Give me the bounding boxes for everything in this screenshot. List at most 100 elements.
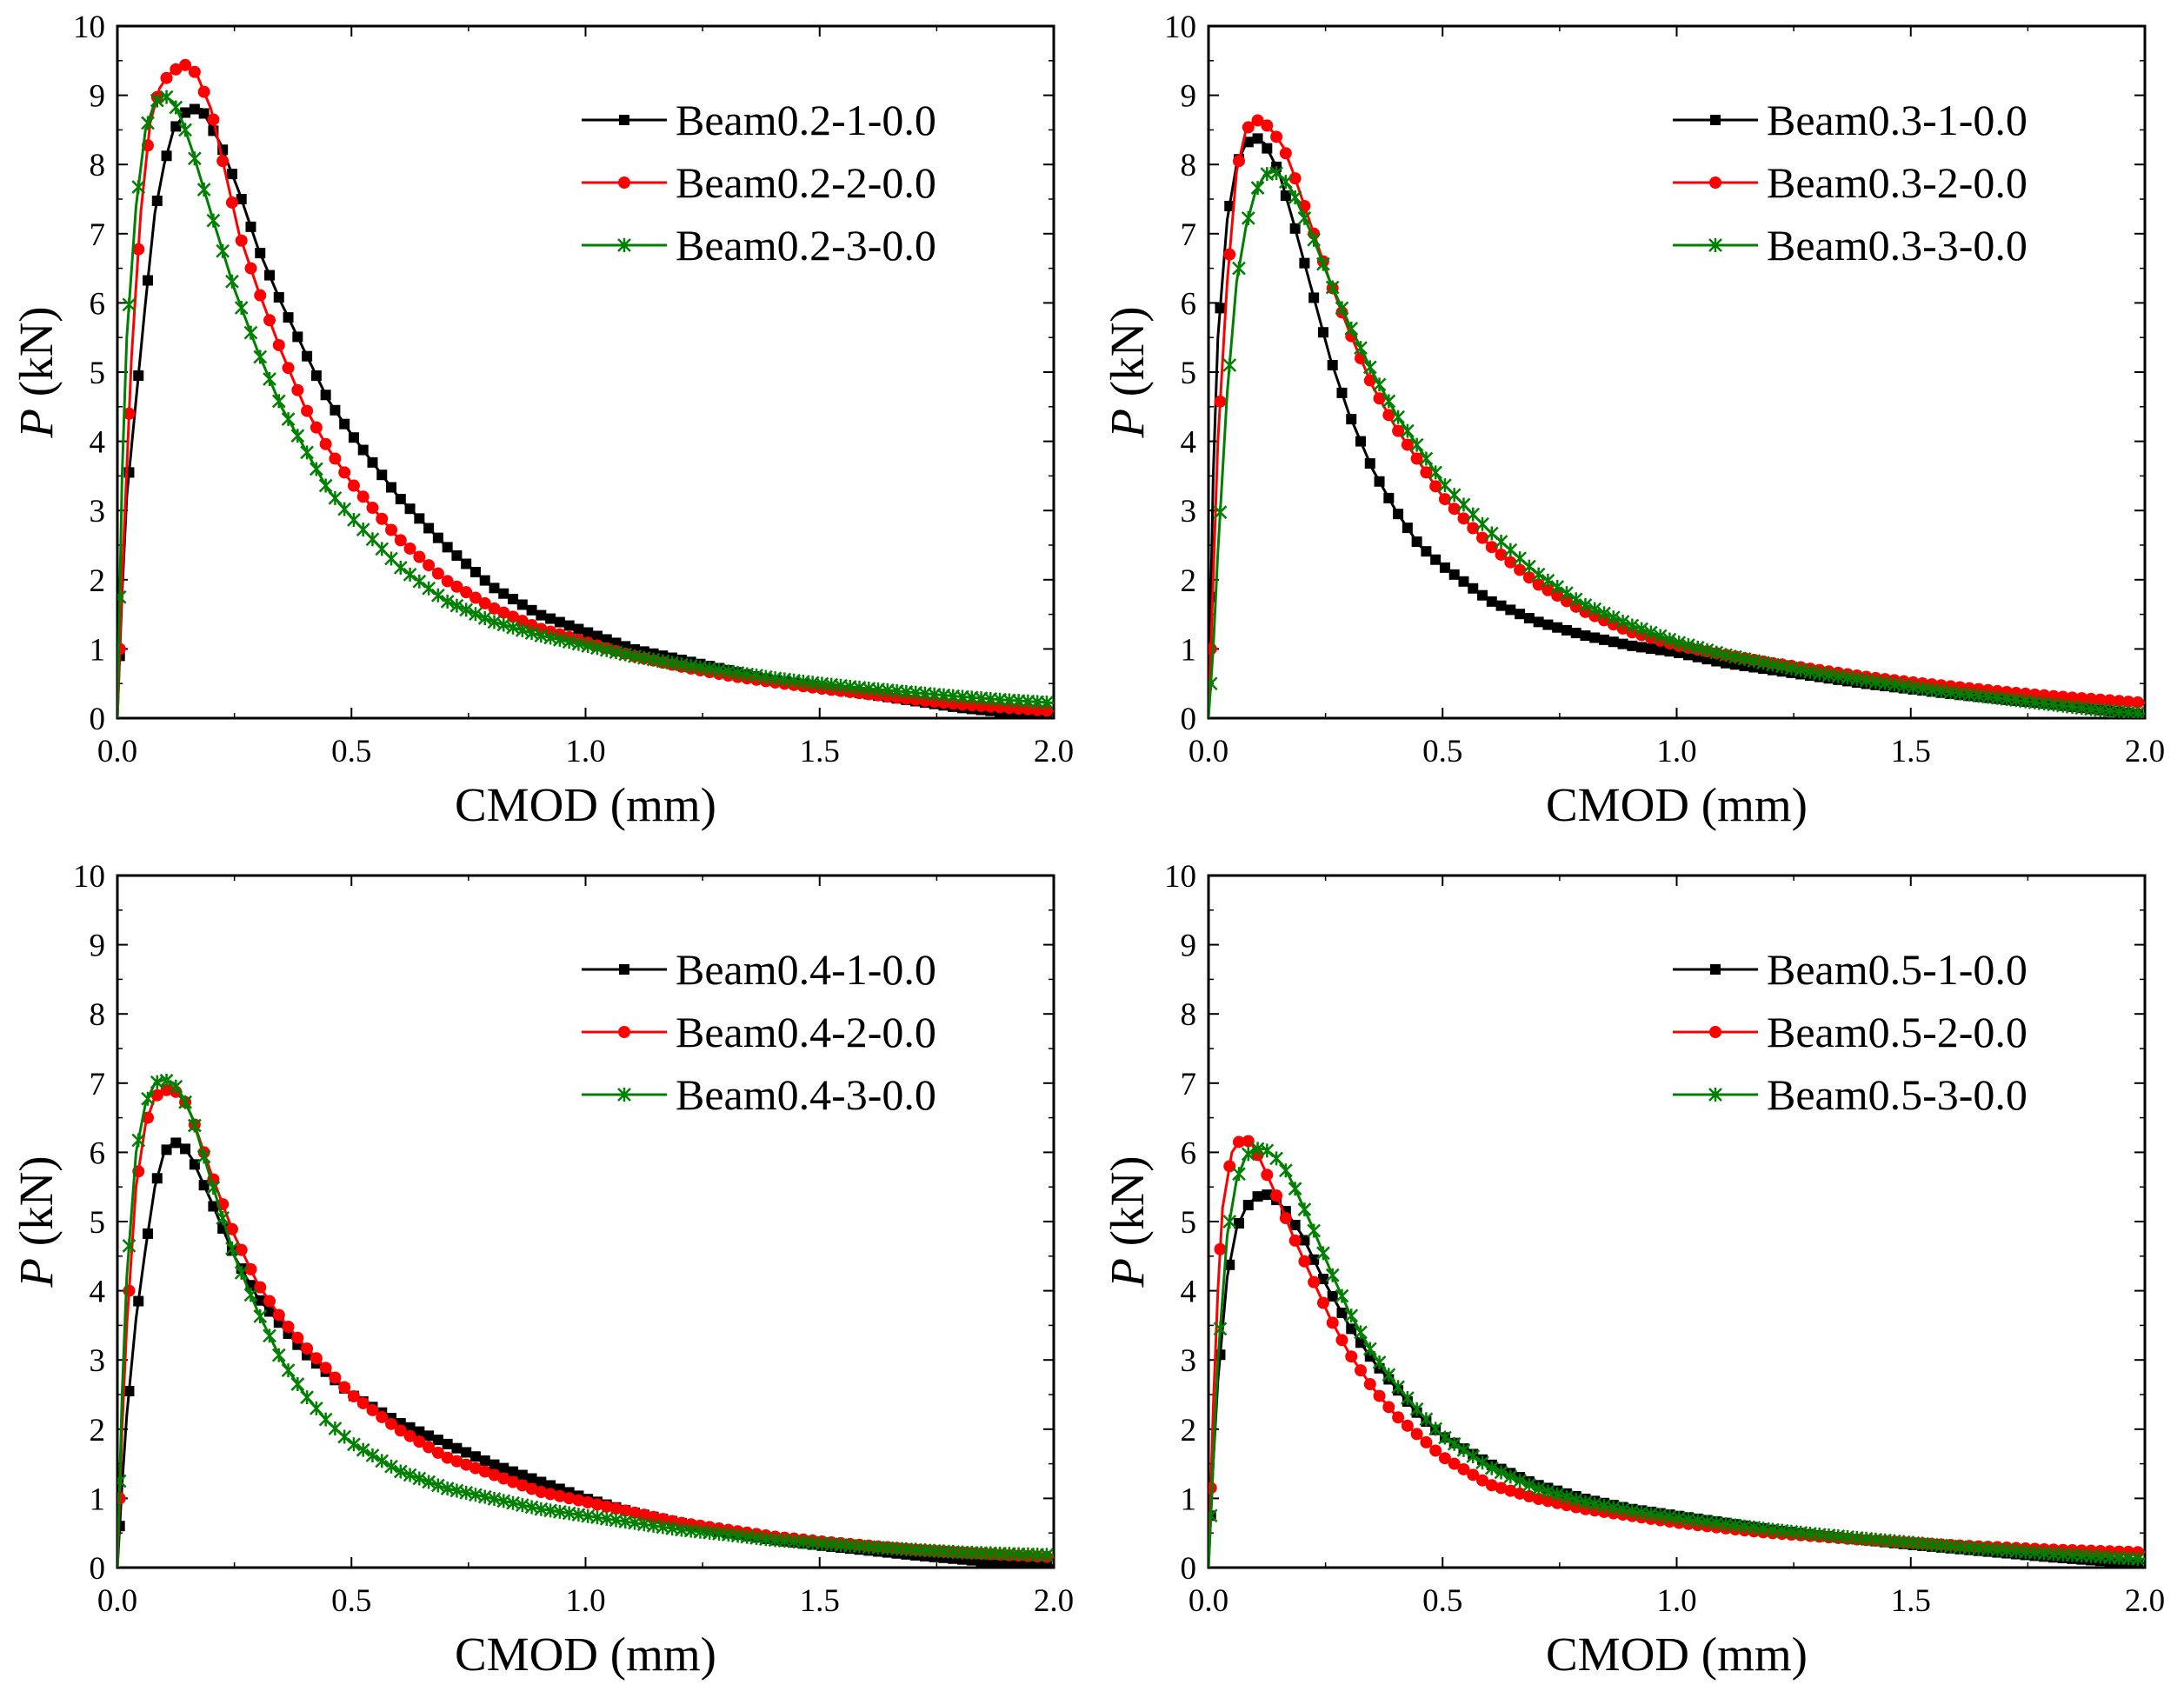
y-axis-variable: P bbox=[10, 409, 63, 439]
data-point bbox=[1215, 303, 1226, 314]
data-point bbox=[291, 1331, 304, 1344]
data-point bbox=[619, 1504, 632, 1517]
plot-area bbox=[117, 58, 1054, 718]
data-point bbox=[1297, 1202, 1312, 1217]
data-point bbox=[1355, 1364, 1368, 1377]
data-point bbox=[1439, 562, 1450, 573]
data-point bbox=[253, 1309, 268, 1324]
data-point bbox=[141, 1091, 155, 1106]
data-point bbox=[1456, 1442, 1471, 1457]
data-point bbox=[489, 1459, 500, 1470]
x-axis-label: CMOD (mm) bbox=[1546, 778, 1808, 831]
data-point bbox=[1040, 1548, 1054, 1562]
y-tick-label: 6 bbox=[90, 1135, 106, 1171]
data-point bbox=[1382, 394, 1396, 409]
data-point bbox=[117, 1521, 125, 1532]
data-point bbox=[1325, 1268, 1340, 1282]
data-point bbox=[1270, 1189, 1283, 1202]
data-point bbox=[1209, 676, 1218, 691]
data-point bbox=[1288, 1182, 1302, 1196]
x-tick-label: 0.0 bbox=[97, 734, 137, 769]
data-point bbox=[300, 445, 314, 460]
data-point bbox=[117, 589, 127, 604]
y-tick-label: 5 bbox=[90, 356, 106, 391]
data-point bbox=[1308, 292, 1320, 303]
data-point bbox=[545, 613, 556, 624]
data-point bbox=[1344, 1308, 1359, 1323]
data-point bbox=[488, 1468, 501, 1482]
data-point bbox=[563, 620, 575, 631]
series-Beam0.2-3-0.0 bbox=[117, 90, 1054, 718]
data-point bbox=[122, 297, 136, 312]
data-point bbox=[170, 1137, 182, 1149]
data-point bbox=[160, 1083, 173, 1096]
data-point bbox=[365, 1448, 380, 1463]
data-point bbox=[1400, 1390, 1415, 1405]
data-point bbox=[2131, 706, 2145, 718]
data-point bbox=[2047, 689, 2060, 703]
data-point bbox=[1382, 1401, 1395, 1414]
data-point bbox=[1392, 1411, 1405, 1424]
data-point bbox=[1588, 602, 1602, 616]
data-point bbox=[376, 469, 388, 481]
data-point bbox=[1327, 360, 1338, 371]
data-point bbox=[1662, 632, 1677, 647]
data-point bbox=[290, 1377, 305, 1392]
legend-marker bbox=[1709, 176, 1721, 189]
data-point bbox=[1362, 360, 1377, 375]
data-point bbox=[2038, 689, 2051, 702]
y-tick-label: 5 bbox=[90, 1205, 106, 1241]
data-point bbox=[180, 107, 191, 118]
data-point bbox=[1447, 1436, 1462, 1451]
data-point bbox=[1233, 155, 1246, 168]
x-tick-label: 0.5 bbox=[1422, 1583, 1462, 1619]
y-axis-unit: (kN) bbox=[1101, 306, 1154, 409]
data-point bbox=[449, 598, 464, 613]
data-point bbox=[1513, 1474, 1527, 1488]
data-point bbox=[132, 243, 145, 256]
y-axis-variable: P bbox=[1101, 409, 1154, 439]
data-point bbox=[348, 432, 359, 443]
data-point bbox=[117, 650, 125, 662]
data-point bbox=[1560, 1499, 1573, 1512]
data-point bbox=[1223, 1160, 1236, 1173]
data-point bbox=[161, 150, 172, 162]
data-point bbox=[461, 558, 472, 569]
data-point bbox=[412, 1471, 427, 1486]
x-tick-label: 2.0 bbox=[2125, 1583, 2165, 1619]
data-point bbox=[272, 1308, 285, 1322]
data-point bbox=[1635, 622, 1648, 636]
data-point bbox=[393, 560, 408, 575]
y-tick-label: 3 bbox=[90, 494, 106, 529]
plot-area bbox=[1209, 114, 2145, 718]
data-point bbox=[208, 1201, 219, 1212]
y-axis-label: P (kN) bbox=[1101, 1155, 1154, 1288]
data-point bbox=[271, 1348, 286, 1362]
data-point bbox=[1278, 1163, 1293, 1178]
data-point bbox=[442, 542, 453, 553]
data-point bbox=[469, 607, 483, 622]
data-point bbox=[583, 627, 594, 638]
legend-label: Beam0.2-3-0.0 bbox=[676, 221, 936, 270]
data-point bbox=[545, 1480, 556, 1491]
legend-label: Beam0.5-2-0.0 bbox=[1767, 1008, 2028, 1056]
data-point bbox=[1373, 1389, 1386, 1402]
data-point bbox=[1299, 257, 1310, 269]
data-point bbox=[1345, 1350, 1358, 1363]
data-point bbox=[273, 292, 284, 303]
data-point bbox=[263, 1295, 276, 1308]
data-point bbox=[1325, 280, 1340, 295]
data-point bbox=[2131, 1551, 2145, 1566]
data-point bbox=[573, 623, 584, 635]
legend-marker bbox=[618, 176, 630, 189]
data-point bbox=[1335, 1334, 1348, 1347]
data-point bbox=[356, 1442, 370, 1457]
y-tick-label: 2 bbox=[90, 1413, 106, 1448]
data-point bbox=[413, 1435, 426, 1448]
data-point bbox=[516, 1479, 529, 1492]
data-point bbox=[1355, 1337, 1367, 1348]
data-point bbox=[206, 213, 221, 228]
data-point bbox=[656, 1513, 669, 1526]
data-point bbox=[1336, 387, 1348, 398]
